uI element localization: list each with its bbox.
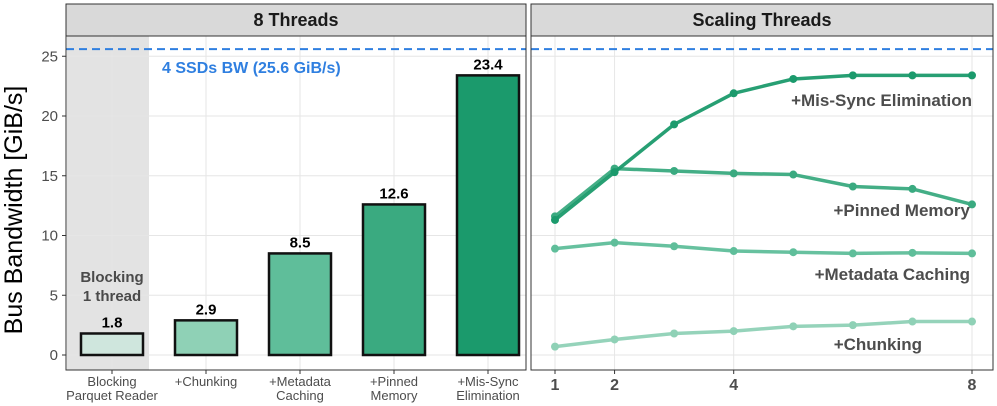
series-point-metadata (908, 248, 917, 257)
series-point-metadata (610, 238, 619, 247)
series-point-missync (848, 71, 857, 80)
series-point-missync (789, 74, 798, 83)
series-point-chunking (908, 317, 917, 326)
y-tick-label: 0 (50, 347, 58, 364)
series-label-metadata: +Metadata Caching (815, 265, 970, 284)
x-tick-label: 2 (610, 377, 619, 394)
y-tick-label: 5 (50, 287, 58, 304)
bar-value-label: 23.4 (473, 56, 503, 73)
x-tick-label: 1 (551, 377, 560, 394)
series-point-metadata (729, 247, 738, 256)
series-point-metadata (551, 244, 559, 253)
series-point-chunking (848, 321, 857, 330)
bar-value-label: 8.5 (290, 234, 311, 251)
panel-title-scaling-threads: Scaling Threads (692, 10, 831, 30)
plot-border-right (530, 35, 994, 371)
y-tick-label: 15 (41, 168, 58, 185)
series-point-chunking (729, 327, 738, 336)
bar (79, 332, 145, 357)
series-point-chunking (789, 322, 798, 331)
blocking-shaded-region (67, 36, 149, 370)
plot-border-left (65, 35, 527, 371)
x-tick-label: Elimination (456, 388, 520, 403)
series-line-chunking (554, 319, 972, 349)
series-point-pinned (670, 166, 679, 175)
series-point-metadata (848, 249, 857, 258)
series-label-chunking: +Chunking (834, 335, 922, 354)
series-line-metadata (554, 240, 973, 256)
series-point-pinned (789, 170, 798, 179)
y-tick-label: 10 (41, 228, 58, 245)
panel-scaling-threads: Scaling Threads 1 2 4 8 +Chunking +Metadata C… (530, 3, 994, 394)
series-point-chunking (967, 317, 976, 326)
x-tick-label: Memory (371, 388, 418, 403)
bar-value-label: 12.6 (379, 185, 408, 202)
strip-scaling-threads (530, 3, 994, 37)
x-tick-label: 4 (729, 377, 738, 394)
series-point-missync (967, 71, 976, 80)
blocking-annotation: 1 thread (83, 288, 141, 305)
series-point-chunking (551, 342, 559, 351)
series-line-pinned (553, 166, 973, 218)
series-point-chunking (610, 335, 619, 344)
series-point-pinned (848, 182, 857, 191)
series-point-pinned (967, 200, 976, 209)
series-line-missync (553, 73, 972, 222)
blocking-annotation: Blocking (80, 269, 143, 286)
series-point-pinned (729, 169, 738, 178)
y-tick-label: 25 (41, 48, 58, 65)
series-label-missync: +Mis-Sync Elimination (791, 91, 972, 110)
x-tick-label: 8 (968, 377, 977, 394)
strip-8-threads (65, 3, 527, 37)
y-tick-label: 20 (41, 108, 58, 125)
bar-value-label: 2.9 (196, 301, 217, 318)
series-point-metadata (670, 242, 679, 251)
x-tick-label: Parquet Reader (66, 388, 158, 403)
series-point-metadata (789, 248, 798, 257)
series-label-pinned: +Pinned Memory (833, 201, 970, 220)
series-point-metadata (967, 249, 976, 258)
x-tick-label: +Metadata (269, 374, 332, 389)
bar (267, 252, 333, 357)
y-axis-title: Bus Bandwidth [GiB/s] (0, 86, 28, 335)
series-point-missync (551, 215, 559, 224)
series-point-missync (908, 71, 917, 80)
panel-title-8-threads: 8 Threads (253, 10, 338, 30)
x-tick-label: +Chunking (175, 374, 238, 389)
reference-line-label: 4 SSDs BW (25.6 GiB/s) (162, 60, 341, 77)
bar (455, 74, 521, 357)
series-point-missync (670, 120, 679, 129)
series-point-chunking (670, 329, 679, 338)
x-tick-label: +Pinned (370, 374, 418, 389)
x-tick-label: +Mis-Sync (457, 374, 519, 389)
series-point-missync (610, 168, 619, 177)
series-point-pinned (908, 184, 917, 193)
x-tick-label: Caching (276, 388, 324, 403)
plot-area-right (531, 36, 993, 370)
bar-value-label: 1.8 (102, 314, 123, 331)
bar (173, 319, 239, 357)
bar (361, 203, 427, 357)
x-tick-label: Blocking (87, 374, 136, 389)
series-point-missync (729, 89, 738, 98)
